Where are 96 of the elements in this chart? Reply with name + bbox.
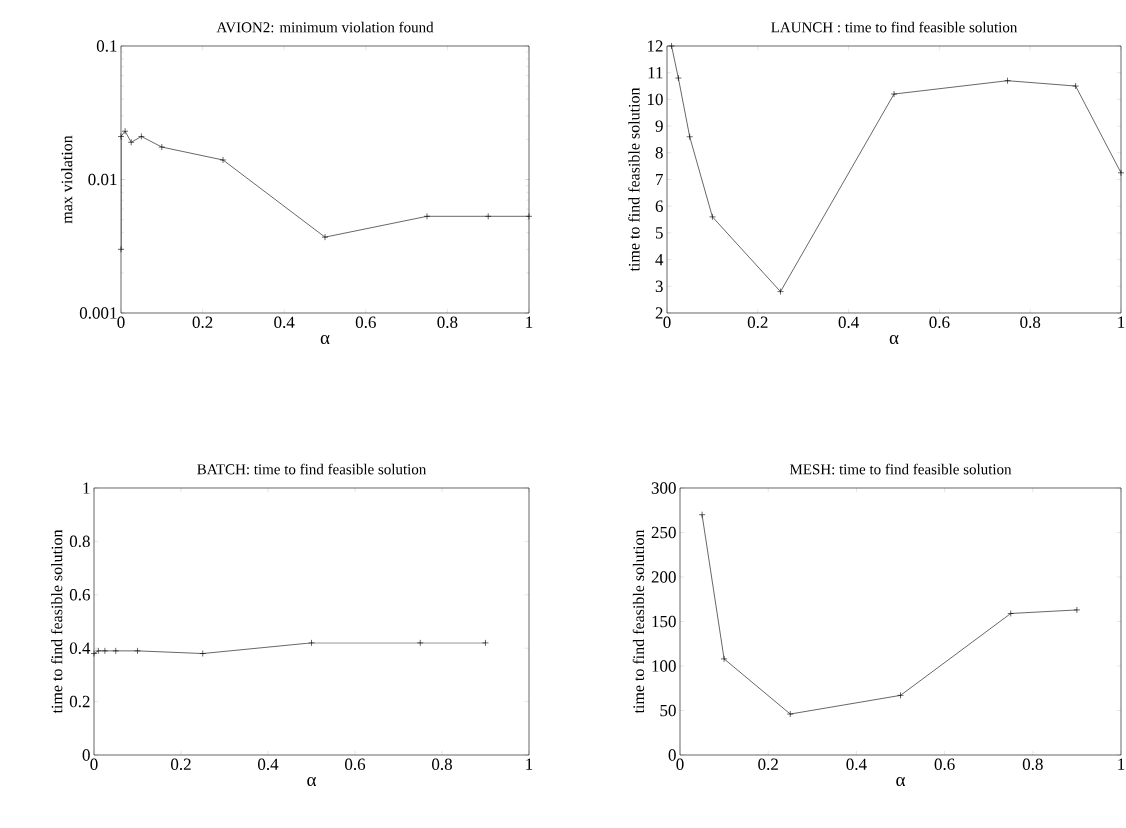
x-tick-label: 1 xyxy=(1118,316,1125,328)
point xyxy=(117,133,125,140)
point xyxy=(1073,606,1081,614)
y-tick-label: 250 xyxy=(651,526,676,539)
point xyxy=(1007,610,1015,617)
y-axis-title: time to find feasible solution xyxy=(628,87,640,272)
chart-title: BATCH: time to find feasible solution xyxy=(197,463,427,475)
y-tick-label: 11 xyxy=(648,67,663,79)
point xyxy=(121,127,129,135)
x-tick-label: 0.8 xyxy=(1022,758,1043,771)
point xyxy=(1117,169,1125,177)
y-tick-label: 0.1 xyxy=(96,40,117,52)
x-tick-label: 0.8 xyxy=(437,316,458,329)
y-axis-title: time to find feasible solution xyxy=(632,529,645,714)
chart-title: AVION2: minimum violation found xyxy=(216,21,434,33)
x-tick-label: 0.6 xyxy=(934,758,955,771)
y-tick-label: 2 xyxy=(655,307,663,319)
point xyxy=(112,647,120,655)
point xyxy=(199,650,207,657)
x-tick-label: 0.4 xyxy=(274,316,295,329)
point xyxy=(90,650,98,657)
x-axis-title: α xyxy=(889,334,899,345)
x-tick-label: 0.6 xyxy=(355,316,376,329)
x-tick-label: 0.2 xyxy=(192,316,213,329)
point xyxy=(117,246,125,253)
y-tick-label: 6 xyxy=(655,200,663,212)
y-tick-label: 0.6 xyxy=(69,589,90,601)
y-tick-label: 50 xyxy=(660,704,676,717)
y-tick-label: 150 xyxy=(652,615,676,628)
x-tick-label: 0.6 xyxy=(345,758,366,771)
y-tick-label: 12 xyxy=(647,40,663,52)
point xyxy=(321,233,329,241)
point xyxy=(95,647,102,655)
point xyxy=(484,213,492,220)
point xyxy=(698,511,706,518)
point xyxy=(308,639,315,647)
y-tick-label: 4 xyxy=(655,254,664,266)
point xyxy=(134,647,141,655)
y-tick-label: 9 xyxy=(655,120,663,132)
y-tick-label: 10 xyxy=(647,93,663,106)
x-tick-label: 0.2 xyxy=(747,316,768,329)
x-tick-label: 0.2 xyxy=(171,758,191,771)
y-tick-label: 0 xyxy=(82,749,90,761)
chart-title: MESH: time to find feasible solution xyxy=(789,463,1012,475)
point xyxy=(786,710,794,718)
point xyxy=(777,288,784,295)
y-tick-label: 100 xyxy=(652,660,676,672)
x-axis-title: α xyxy=(320,334,330,345)
x-axis-title: α xyxy=(896,776,906,787)
x-tick-label: 0.8 xyxy=(1020,316,1041,329)
y-tick-label: 200 xyxy=(651,571,676,583)
point xyxy=(138,133,145,140)
point xyxy=(158,143,166,151)
y-tick-label: 0.01 xyxy=(88,173,117,186)
point xyxy=(720,655,728,663)
x-tick-label: 0.4 xyxy=(258,758,279,771)
point xyxy=(525,213,533,220)
point xyxy=(686,133,694,141)
y-tick-label: 3 xyxy=(655,280,663,293)
point xyxy=(668,42,675,50)
x-tick-label: 1 xyxy=(1118,758,1125,770)
point xyxy=(127,138,135,146)
point xyxy=(1072,82,1079,90)
y-tick-label: 0.4 xyxy=(69,642,91,654)
point xyxy=(482,639,489,647)
point xyxy=(219,156,227,164)
x-tick-label: 0 xyxy=(117,316,125,329)
x-tick-label: 0.4 xyxy=(838,316,859,329)
y-tick-label: 300 xyxy=(651,482,676,494)
point xyxy=(423,213,431,220)
point xyxy=(416,639,424,647)
x-tick-label: 0.2 xyxy=(758,758,778,771)
point xyxy=(890,90,898,98)
y-tick-label: 5 xyxy=(655,227,663,239)
y-tick-label: 1 xyxy=(83,482,90,494)
y-axis-title: time to find feasible solution xyxy=(50,529,63,714)
y-tick-label: 8 xyxy=(655,147,663,159)
x-tick-label: 1 xyxy=(526,316,533,328)
x-axis-title: α xyxy=(307,776,317,787)
point xyxy=(1004,77,1011,84)
x-tick-label: 1 xyxy=(526,758,533,770)
point xyxy=(897,692,904,699)
point xyxy=(101,647,109,655)
y-tick-label: 0.8 xyxy=(69,535,90,548)
x-tick-label: 0.6 xyxy=(929,316,950,329)
point xyxy=(709,213,716,221)
x-tick-label: 0 xyxy=(676,758,684,771)
point xyxy=(675,74,682,82)
y-tick-label: 7 xyxy=(656,173,663,186)
x-tick-label: 0.4 xyxy=(846,758,867,771)
x-tick-label: 0.8 xyxy=(432,758,452,771)
chart-title: LAUNCH : time to find feasible solution xyxy=(771,21,1018,33)
y-tick-label: 0 xyxy=(668,749,676,761)
y-axis-title: max violation xyxy=(61,135,73,224)
y-tick-label: 0.2 xyxy=(69,695,90,708)
y-tick-label: 0.001 xyxy=(79,307,117,319)
